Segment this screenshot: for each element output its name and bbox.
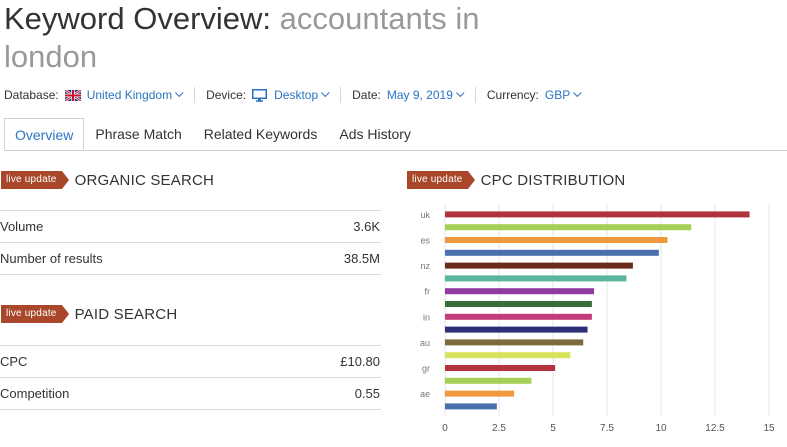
live-update-badge: live update	[407, 171, 475, 189]
cpc-bar	[445, 313, 592, 320]
cpc-bar	[445, 403, 497, 410]
chevron-down-icon	[175, 88, 184, 98]
x-tick-label: 15	[763, 423, 775, 434]
cpc-bar	[445, 352, 571, 359]
y-tick-label: gr	[422, 364, 430, 374]
date-select[interactable]: May 9, 2019	[386, 88, 465, 102]
database-filter[interactable]: Database: United Kingdom	[4, 88, 184, 102]
competition-row: Competition 0.55	[0, 377, 381, 409]
page-title-prefix: Keyword Overview:	[4, 1, 280, 36]
paid-search-title: PAID SEARCH	[74, 305, 178, 323]
cpc-distribution-title: CPC DISTRIBUTION	[480, 171, 626, 189]
y-tick-label: au	[420, 338, 430, 348]
cpc-bar	[445, 365, 556, 371]
paid-search-header: live update PAID SEARCH	[1, 305, 177, 323]
volume-label: Volume	[0, 219, 44, 234]
cpc-bar	[445, 390, 515, 397]
cpc-value: £10.80	[340, 354, 380, 369]
volume-value: 3.6K	[353, 219, 380, 234]
live-update-badge: live update	[1, 305, 69, 323]
cpc-bar	[445, 377, 532, 384]
x-tick-label: 5	[550, 423, 556, 434]
competition-label: Competition	[0, 386, 70, 401]
date-label: Date:	[352, 88, 381, 102]
cpc-bar	[445, 288, 595, 295]
cpc-bar	[445, 249, 659, 256]
cpc-bar	[445, 301, 592, 307]
chevron-down-icon	[321, 88, 330, 98]
cpc-bar	[445, 262, 633, 269]
tab-bar: Overview Phrase Match Related Keywords A…	[4, 118, 787, 151]
volume-row: Volume 3.6K	[0, 210, 381, 242]
divider	[0, 274, 381, 275]
competition-value: 0.55	[354, 386, 380, 401]
cpc-row: CPC £10.80	[0, 345, 381, 377]
desktop-icon	[252, 88, 268, 102]
y-tick-label: fr	[425, 287, 431, 297]
y-tick-label: ae	[420, 389, 430, 399]
y-tick-label: es	[420, 236, 430, 246]
x-tick-label: 12.5	[705, 423, 725, 434]
y-tick-label: in	[423, 312, 430, 322]
currency-filter[interactable]: Currency: GBP	[486, 88, 582, 102]
cpc-bar	[445, 237, 668, 243]
cpc-distribution-chart: 0 2.5 5 7.5 10 12.5 15 uk es nz fr in au gr ae	[407, 202, 787, 442]
filters-bar: Database: United Kingdom Device: De	[4, 86, 582, 104]
divider	[474, 87, 476, 103]
cpc-bar	[445, 326, 588, 333]
divider	[0, 409, 381, 410]
cpc-bar	[445, 275, 627, 282]
page-title-keyword: accountants in london	[4, 1, 480, 74]
results-row: Number of results 38.5M	[0, 242, 381, 274]
x-tick-label: 7.5	[600, 423, 614, 434]
cpc-chart-svg: 0 2.5 5 7.5 10 12.5 15 uk es nz fr in au gr ae	[420, 204, 775, 434]
date-value: May 9, 2019	[386, 88, 453, 102]
uk-flag-icon	[64, 89, 81, 101]
x-tick-label: 10	[655, 423, 667, 434]
divider	[194, 87, 196, 103]
cpc-distribution-header: live update CPC DISTRIBUTION	[407, 171, 625, 189]
live-update-badge: live update	[1, 171, 69, 189]
database-select[interactable]: United Kingdom	[64, 88, 184, 102]
tab-phrase-match[interactable]: Phrase Match	[95, 126, 182, 142]
currency-label: Currency:	[486, 88, 539, 102]
chevron-down-icon	[455, 88, 465, 98]
database-label: Database:	[4, 88, 59, 102]
cpc-bar	[445, 211, 750, 218]
device-filter[interactable]: Device: Desktop	[206, 88, 330, 102]
organic-search-title: ORGANIC SEARCH	[74, 171, 215, 189]
cpc-bar	[445, 339, 584, 346]
tab-related-keywords[interactable]: Related Keywords	[203, 126, 318, 142]
chevron-down-icon	[573, 88, 582, 98]
x-tick-label: 2.5	[492, 423, 506, 434]
tab-overview[interactable]: Overview	[4, 118, 85, 150]
database-value: United Kingdom	[86, 88, 173, 102]
tab-ads-history[interactable]: Ads History	[339, 126, 411, 142]
device-label: Device:	[206, 88, 247, 102]
organic-search-header: live update ORGANIC SEARCH	[1, 171, 214, 189]
divider	[340, 87, 342, 103]
cpc-label: CPC	[0, 354, 28, 369]
results-label: Number of results	[0, 251, 103, 266]
device-value: Desktop	[274, 88, 319, 102]
y-tick-label: nz	[420, 261, 430, 271]
x-tick-label: 0	[442, 423, 448, 434]
date-filter[interactable]: Date: May 9, 2019	[352, 88, 465, 102]
page-title: Keyword Overview: accountants in london	[4, 0, 564, 76]
currency-select[interactable]: GBP	[544, 88, 582, 102]
device-select[interactable]: Desktop	[252, 88, 330, 102]
currency-value: GBP	[544, 88, 571, 102]
results-value: 38.5M	[343, 251, 380, 266]
y-tick-label: uk	[420, 210, 430, 220]
cpc-bar	[445, 224, 692, 231]
